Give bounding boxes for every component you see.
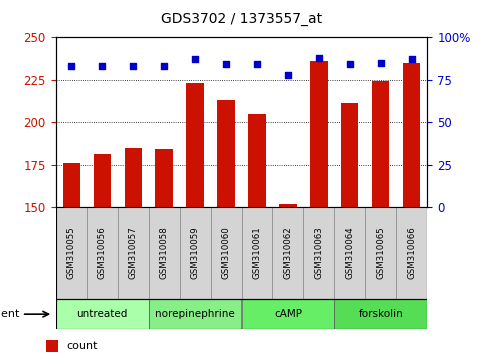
Text: GSM310062: GSM310062 bbox=[284, 227, 293, 280]
Text: GSM310064: GSM310064 bbox=[345, 227, 355, 280]
Text: GSM310059: GSM310059 bbox=[190, 227, 199, 279]
Text: forskolin: forskolin bbox=[358, 309, 403, 319]
Text: GSM310065: GSM310065 bbox=[376, 227, 385, 280]
Bar bbox=[403, 63, 421, 207]
Bar bbox=[62, 163, 80, 207]
Bar bbox=[125, 148, 142, 207]
Text: GSM310061: GSM310061 bbox=[253, 227, 261, 280]
Point bbox=[253, 62, 261, 67]
Bar bbox=[366, 207, 397, 299]
Bar bbox=[211, 207, 242, 299]
Bar bbox=[372, 81, 389, 207]
Bar bbox=[272, 207, 303, 299]
Text: GSM310055: GSM310055 bbox=[67, 227, 75, 280]
Bar bbox=[341, 103, 358, 207]
Bar bbox=[334, 207, 366, 299]
Text: GSM310063: GSM310063 bbox=[314, 227, 324, 280]
Point bbox=[315, 55, 323, 61]
Point bbox=[98, 63, 106, 69]
Bar bbox=[117, 207, 149, 299]
Text: untreated: untreated bbox=[76, 309, 128, 319]
Bar bbox=[186, 83, 203, 207]
Bar bbox=[303, 207, 334, 299]
Bar bbox=[242, 299, 334, 329]
Text: agent: agent bbox=[0, 309, 19, 319]
Bar bbox=[180, 207, 211, 299]
Bar bbox=[280, 204, 297, 207]
Bar bbox=[56, 207, 427, 299]
Bar bbox=[56, 299, 149, 329]
Bar bbox=[94, 154, 111, 207]
Point bbox=[222, 62, 230, 67]
Bar bbox=[46, 340, 58, 352]
Text: GSM310060: GSM310060 bbox=[222, 227, 230, 280]
Text: cAMP: cAMP bbox=[274, 309, 302, 319]
Text: GSM310057: GSM310057 bbox=[128, 227, 138, 280]
Point bbox=[191, 56, 199, 62]
Point bbox=[377, 60, 385, 65]
Bar bbox=[149, 299, 242, 329]
Text: norepinephrine: norepinephrine bbox=[155, 309, 235, 319]
Point bbox=[408, 56, 416, 62]
Bar bbox=[217, 100, 235, 207]
Point bbox=[346, 62, 354, 67]
Bar bbox=[311, 61, 327, 207]
Bar bbox=[242, 207, 272, 299]
Point bbox=[129, 63, 137, 69]
Bar bbox=[334, 299, 427, 329]
Bar bbox=[56, 207, 86, 299]
Text: GDS3702 / 1373557_at: GDS3702 / 1373557_at bbox=[161, 12, 322, 27]
Point bbox=[67, 63, 75, 69]
Text: GSM310066: GSM310066 bbox=[408, 227, 416, 280]
Text: GSM310058: GSM310058 bbox=[159, 227, 169, 280]
Bar bbox=[248, 114, 266, 207]
Bar bbox=[56, 299, 427, 329]
Point bbox=[284, 72, 292, 78]
Bar bbox=[156, 149, 172, 207]
Bar bbox=[86, 207, 117, 299]
Bar bbox=[149, 207, 180, 299]
Bar bbox=[397, 207, 427, 299]
Text: count: count bbox=[66, 341, 98, 351]
Text: GSM310056: GSM310056 bbox=[98, 227, 107, 280]
Point bbox=[160, 63, 168, 69]
